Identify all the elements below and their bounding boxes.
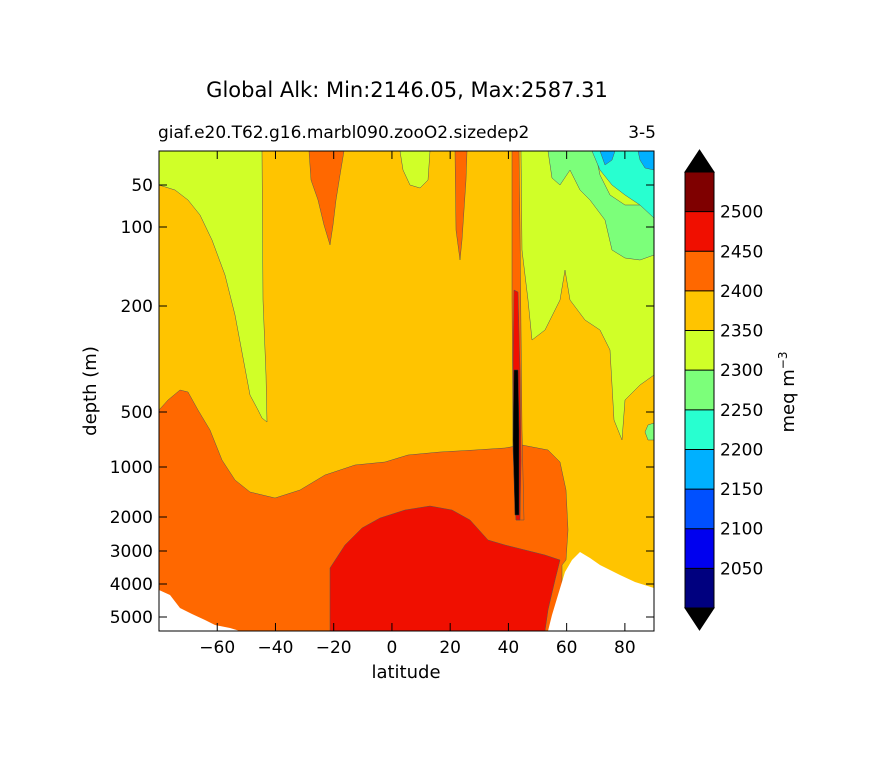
x-tick-label: −60: [199, 638, 235, 658]
colorbar-swatch: [685, 370, 714, 410]
colorbar-swatch: [685, 251, 714, 291]
y-axis-ticks: 50 100 200 500 1000 2000 3000 4000 5000: [110, 176, 654, 628]
chart-subtitle-left: giaf.e20.T62.g16.marbl090.zooO2.sizedep2: [158, 123, 529, 143]
land-north: [548, 552, 654, 631]
x-tick-label: 40: [498, 638, 520, 658]
region-2150-2200: [637, 151, 654, 171]
colorbar-tick-label: 2300: [720, 361, 763, 381]
land-south: [159, 590, 240, 631]
y-tick-label: 4000: [110, 575, 153, 595]
colorbar-swatch: [685, 489, 714, 529]
colorbar-swatch: [685, 409, 714, 450]
region-2300-2350-south: [159, 151, 268, 423]
region-2250-2300-patch: [644, 422, 654, 441]
colorbar-swatch: [685, 172, 714, 212]
region-max: [512, 369, 520, 516]
colorbar-swatch: [685, 449, 714, 490]
y-axis-label: depth (m): [80, 346, 101, 436]
colorbar-extend-min: [684, 607, 715, 631]
colorbar-tick-label: 2400: [720, 282, 763, 302]
x-axis-label: latitude: [371, 662, 440, 683]
colorbar-frame: [684, 171, 715, 609]
y-tick-label: 5000: [110, 608, 153, 628]
x-tick-label: −40: [258, 638, 294, 658]
x-tick-label: 60: [556, 638, 578, 658]
colorbar-swatch: [685, 211, 714, 252]
colorbar-label: meq m−3: [776, 352, 799, 433]
colorbar-swatch: [685, 290, 714, 331]
region-2450-2500: [329, 505, 561, 631]
x-axis-ticks: −60 −40 −20 0 20 40 60 80: [199, 151, 636, 658]
colorbar-swatch: [685, 330, 714, 371]
colorbar-tick-label: 2150: [720, 480, 763, 500]
colorbar-tick-label: 2100: [720, 520, 763, 540]
colorbar-tick-label: 2250: [720, 401, 763, 421]
chart-subtitle-right: 3-5: [628, 123, 656, 143]
colorbar: 2050 2100 2150 2200 2250 2300 2350 2400 2450 2500: [684, 149, 763, 631]
y-tick-label: 200: [121, 297, 153, 317]
colorbar-swatch: [685, 528, 714, 569]
y-tick-label: 100: [121, 218, 153, 238]
region-2150-2200-b: [599, 151, 616, 166]
region-2300-2350-equator: [399, 151, 431, 189]
region-2200-2250: [591, 151, 654, 219]
colorbar-tick-label: 2450: [720, 242, 763, 262]
x-tick-label: −20: [316, 638, 352, 658]
region-2250-2300: [547, 151, 654, 261]
x-tick-label: 80: [614, 638, 636, 658]
colorbar-extend-max: [684, 149, 715, 173]
x-tick-label: 20: [439, 638, 461, 658]
region-2400-2450-col1: [308, 151, 345, 246]
colorbar-swatch: [685, 568, 714, 608]
y-tick-label: 2000: [110, 508, 153, 528]
y-tick-label: 50: [131, 176, 153, 196]
colorbar-tick-label: 2200: [720, 440, 763, 460]
region-2400-2450-col2: [454, 151, 468, 261]
colorbar-tick-label: 2350: [720, 322, 763, 342]
colorbar-tick-label: 2500: [720, 203, 763, 223]
plot-frame: [158, 150, 655, 632]
x-tick-label: 0: [387, 638, 398, 658]
colorbar-label-exponent: −3: [776, 352, 790, 370]
contour-field: [159, 151, 654, 631]
y-tick-label: 500: [121, 403, 153, 423]
colorbar-tick-label: 2050: [720, 559, 763, 579]
y-tick-label: 3000: [110, 542, 153, 562]
chart-title: Global Alk: Min:2146.05, Max:2587.31: [206, 78, 608, 102]
y-tick-label: 1000: [110, 458, 153, 478]
